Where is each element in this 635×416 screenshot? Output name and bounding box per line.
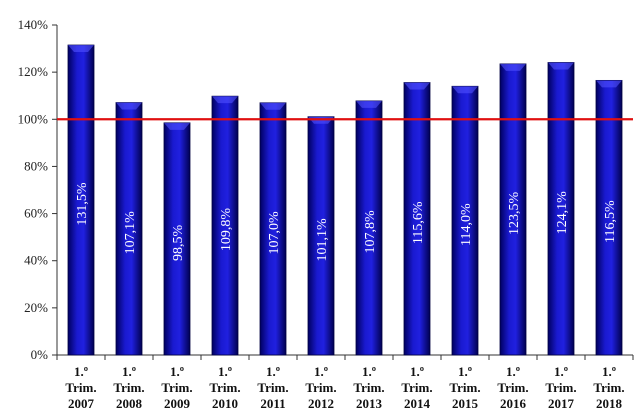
- x-category-label: 1.º: [506, 364, 520, 379]
- bar-body: [595, 79, 623, 356]
- bar-bevel: [260, 102, 286, 110]
- x-category-label: 1.º: [122, 364, 136, 379]
- bar-body: [499, 63, 527, 356]
- bar-body: [307, 116, 335, 356]
- x-category-label: 1.º: [170, 364, 184, 379]
- x-category-label: 2014: [404, 396, 431, 411]
- x-category-label: 2015: [452, 396, 479, 411]
- data-label: 115,6%: [411, 201, 426, 244]
- bar: [595, 79, 623, 356]
- x-category-label: 2018: [596, 396, 623, 411]
- x-category-label: 2007: [68, 396, 95, 411]
- bar: [499, 63, 527, 356]
- axes: [52, 24, 634, 360]
- x-category-label: 2010: [212, 396, 238, 411]
- x-category-label: Trim.: [257, 380, 288, 395]
- data-label: 107,8%: [363, 210, 378, 254]
- x-category-label: Trim.: [545, 380, 576, 395]
- x-category-label: Trim.: [305, 380, 336, 395]
- y-tick-label: 40%: [24, 253, 48, 268]
- bar-bevel: [116, 102, 142, 110]
- data-label: 107,0%: [267, 211, 282, 255]
- x-category-label: 2011: [260, 396, 285, 411]
- x-category-label: 2008: [116, 396, 143, 411]
- x-category-label: 1.º: [410, 364, 424, 379]
- data-label: 124,1%: [555, 191, 570, 235]
- data-label: 123,5%: [507, 192, 522, 236]
- data-label: 98,5%: [171, 224, 186, 260]
- bar-bevel: [164, 122, 190, 130]
- bar: [163, 122, 191, 356]
- bar-body: [403, 82, 431, 356]
- data-label: 107,1%: [123, 211, 138, 255]
- x-category-label: Trim.: [65, 380, 96, 395]
- x-category-label: 1.º: [554, 364, 568, 379]
- bar: [115, 102, 143, 356]
- bar-bevel: [452, 86, 478, 94]
- y-tick-label: 0%: [31, 347, 49, 362]
- data-label: 101,1%: [315, 218, 330, 262]
- bar-bevel: [404, 82, 430, 90]
- bar-bevel: [356, 100, 382, 108]
- bar-body: [451, 85, 479, 356]
- x-category-label: 2016: [500, 396, 527, 411]
- data-label: 114,0%: [459, 203, 474, 246]
- x-category-label: 1.º: [458, 364, 472, 379]
- x-category-label: Trim.: [113, 380, 144, 395]
- x-category-label: 2013: [356, 396, 383, 411]
- x-category-label: 1.º: [74, 364, 88, 379]
- x-category-label: Trim.: [401, 380, 432, 395]
- bar: [259, 102, 287, 356]
- category-labels: 1.ºTrim.20071.ºTrim.20081.ºTrim.20091.ºT…: [65, 364, 624, 411]
- bar: [355, 100, 383, 356]
- y-tick-label: 120%: [18, 64, 49, 79]
- bar-body: [115, 102, 143, 356]
- x-category-label: Trim.: [497, 380, 528, 395]
- bars: [67, 44, 623, 356]
- bar: [547, 62, 575, 356]
- y-tick-label: 140%: [18, 17, 49, 32]
- x-category-label: 2017: [548, 396, 575, 411]
- bar: [211, 95, 239, 356]
- x-category-label: Trim.: [449, 380, 480, 395]
- y-tick-label: 80%: [24, 158, 48, 173]
- bar: [307, 116, 335, 356]
- bar: [67, 44, 95, 356]
- y-tick-label: 60%: [24, 206, 48, 221]
- bar-bevel: [212, 96, 238, 104]
- x-category-label: 2009: [164, 396, 191, 411]
- data-label: 131,5%: [75, 182, 90, 226]
- data-labels: 131,5% 107,1% 98,5% 109,8% 107,0% 101,1% 107,8…: [75, 182, 618, 261]
- y-tick-label: 20%: [24, 300, 48, 315]
- x-category-label: 2012: [308, 396, 334, 411]
- x-category-label: Trim.: [353, 380, 384, 395]
- x-category-label: Trim.: [593, 380, 624, 395]
- y-tick-labels: 0% 20% 40% 60% 80% 100% 120% 140%: [18, 17, 49, 362]
- data-label: 116,5%: [603, 200, 618, 243]
- bar: [403, 82, 431, 356]
- x-category-label: 1.º: [266, 364, 280, 379]
- x-category-label: Trim.: [209, 380, 240, 395]
- x-category-label: 1.º: [602, 364, 616, 379]
- data-label: 109,8%: [219, 208, 234, 252]
- x-category-label: 1.º: [362, 364, 376, 379]
- bar-bevel: [596, 80, 622, 88]
- x-category-label: 1.º: [314, 364, 328, 379]
- x-category-label: Trim.: [161, 380, 192, 395]
- bar-body: [67, 44, 95, 356]
- bar: [451, 85, 479, 356]
- bar-body: [355, 100, 383, 356]
- bar-body: [259, 102, 287, 356]
- bar-body: [547, 62, 575, 356]
- y-tick-label: 100%: [18, 111, 49, 126]
- bar-bevel: [500, 63, 526, 71]
- bar-bevel: [548, 62, 574, 70]
- x-category-label: 1.º: [218, 364, 232, 379]
- bar-bevel: [68, 45, 94, 53]
